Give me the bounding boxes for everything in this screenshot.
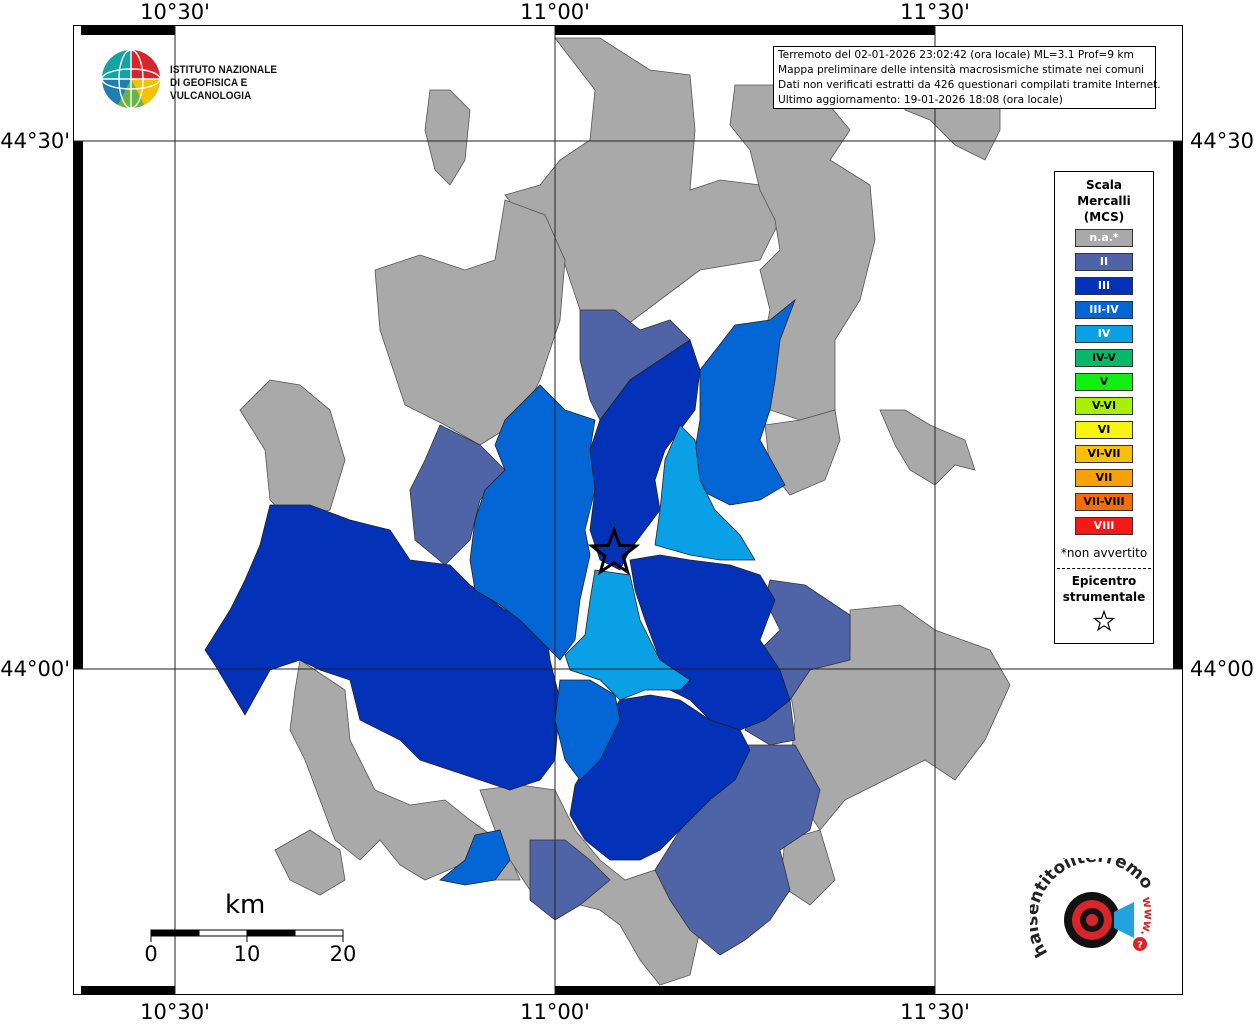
ingv-name: ISTITUTO NAZIONALE DI GEOFISICA E VULCAN…	[170, 64, 305, 103]
ingv-name-line2: DI GEOFISICA E VULCANOLOGIA	[170, 77, 252, 102]
event-info-line3: Dati non verificati estratti da 426 ques…	[778, 79, 1161, 91]
graticule	[74, 26, 1182, 994]
frame-edge-left	[74, 141, 83, 669]
lon-label-bottom-1130: 11°30'	[900, 1000, 970, 1024]
lon-label-top-1030: 10°30'	[140, 0, 210, 24]
hsi-logo: haisentitoilterremoto.it www. ?	[1022, 843, 1160, 978]
lat-label-left-4430: 44°30'	[0, 129, 70, 153]
epicenter-star-icon	[587, 525, 641, 576]
region-na-north-outlier	[424, 89, 471, 186]
lat-label-right-4430: 44°30'	[1190, 129, 1256, 153]
legend-item-v-vi: V-VI	[1075, 397, 1133, 415]
legend-item-v: V	[1075, 373, 1133, 391]
question-mark: ?	[1137, 940, 1143, 951]
legend-epicenter-line1: Epicentro	[1071, 574, 1137, 588]
mcs-legend: Scala Mercalli (MCS) n.a.* II III III-IV IV I…	[1054, 171, 1154, 644]
epicenter-star	[587, 525, 641, 576]
region-III-south	[569, 694, 751, 861]
legend-item-vii-viii: VII-VIII	[1075, 493, 1133, 511]
megaphone-icon	[1114, 902, 1134, 938]
target-icon-center	[1086, 914, 1098, 926]
legend-item-n-a: n.a.*	[1075, 229, 1133, 247]
legend-item-vii: VII	[1075, 469, 1133, 487]
region-na-west-outlier	[239, 379, 346, 521]
legend-note: *non avvertito	[1060, 546, 1148, 560]
lon-label-top-1100: 11°00'	[520, 0, 590, 24]
region-III-IV-southwest-outlier	[439, 829, 511, 886]
legend-item-iv-v: IV-V	[1075, 349, 1133, 367]
hsi-prefix: www.	[1138, 896, 1156, 939]
legend-title-line2: Mercalli	[1077, 194, 1131, 208]
legend-item-viii: VIII	[1075, 517, 1133, 535]
region-IV-north	[654, 424, 756, 561]
globe-icon	[101, 49, 161, 109]
lat-label-left-4400: 44°00'	[0, 657, 70, 681]
frame-edge-bottom-mid	[555, 986, 935, 995]
scale-bar: km 0 10 20	[140, 890, 370, 970]
hsi-logo-graphic: haisentitoilterremoto.it www. ?	[1022, 843, 1157, 961]
frame-edge-top-left	[81, 26, 175, 35]
scale-tick-20: 20	[329, 942, 357, 966]
region-IV-center	[564, 569, 691, 701]
question-badge-icon	[1133, 937, 1147, 951]
lon-label-bottom-1030: 10°30'	[140, 1000, 210, 1024]
municipalities-IV	[564, 424, 756, 701]
legend-separator	[1057, 568, 1151, 569]
region-na-east-outlier	[879, 409, 976, 486]
frame-edge-top-mid	[555, 26, 935, 35]
legend-epicenter-label: Epicentro strumentale	[1055, 573, 1153, 605]
scale-tick-0: 0	[144, 942, 158, 966]
lat-label-right-4400: 44°00'	[1190, 657, 1256, 681]
region-na-north-central	[504, 37, 781, 331]
ingv-name-line1: ISTITUTO NAZIONALE	[170, 64, 278, 76]
region-III-IV-center	[469, 384, 596, 661]
region-III-IV-south	[554, 679, 621, 781]
hsi-prefix-path: www.	[1138, 896, 1156, 939]
ingv-logo: ISTITUTO NAZIONALE DI GEOFISICA E VULCAN…	[100, 48, 320, 110]
region-II-south	[529, 839, 611, 921]
event-info-line1: Terremoto del 02-01-2026 23:02:42 (ora l…	[778, 49, 1134, 61]
scale-unit: km	[225, 890, 266, 920]
legend-star-icon	[1093, 610, 1115, 632]
legend-item-vi-vii: VI-VII	[1075, 445, 1133, 463]
legend-title-line3: (MCS)	[1083, 210, 1125, 224]
event-info-line4: Ultimo aggiornamento: 19-01-2026 18:08 (…	[778, 94, 1063, 106]
frame-edge-right	[1173, 141, 1182, 669]
legend-item-iii-iv: III-IV	[1075, 301, 1133, 319]
intensity-map	[74, 26, 1182, 994]
legend-item-vi: VI	[1075, 421, 1133, 439]
legend-epicenter-line2: strumentale	[1062, 590, 1146, 604]
legend-title-line1: Scala	[1085, 178, 1123, 192]
region-III-north-center	[589, 339, 701, 571]
legend-item-iv: IV	[1075, 325, 1133, 343]
scale-tick-10: 10	[233, 942, 261, 966]
legend-item-iii: III	[1075, 277, 1133, 295]
region-na-far-southwest	[274, 829, 346, 896]
legend-title: Scala Mercalli (MCS)	[1055, 177, 1153, 225]
scale-bar-graphic	[150, 929, 344, 942]
legend-item-ii: II	[1075, 253, 1133, 271]
region-na-northwest	[374, 199, 566, 446]
lon-label-top-1130: 11°30'	[900, 0, 970, 24]
event-info-box: Terremoto del 02-01-2026 23:02:42 (ora l…	[773, 46, 1161, 109]
event-info-line2: Mappa preliminare delle intensità macros…	[778, 64, 1145, 76]
region-II-west	[409, 424, 506, 566]
frame-edge-bottom-left	[81, 986, 175, 995]
lon-label-bottom-1100: 11°00'	[520, 1000, 590, 1024]
